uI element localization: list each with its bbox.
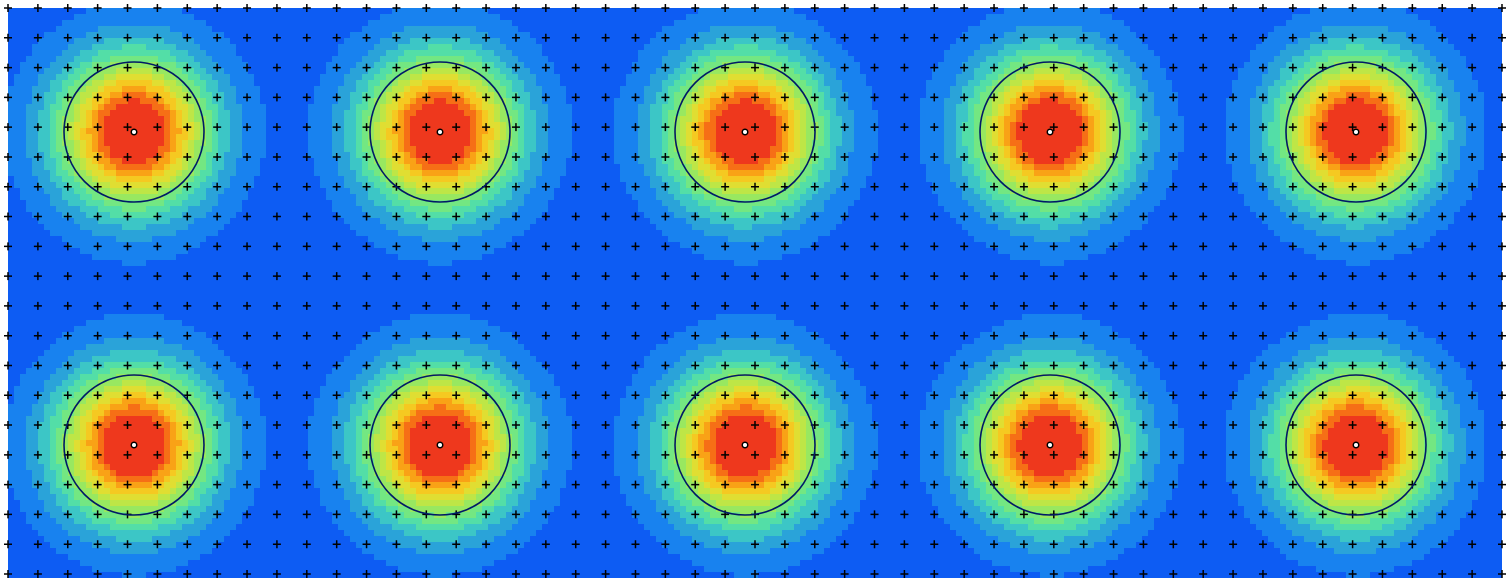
hotspot-center-inner — [1048, 130, 1052, 134]
hotspot-center-inner — [743, 130, 747, 134]
hotspot-center-inner — [132, 130, 136, 134]
hotspot-center-inner — [1354, 130, 1358, 134]
hotspot-center-inner — [438, 443, 442, 447]
hotspot-center-inner — [1048, 443, 1052, 447]
hotspot-center-inner — [743, 443, 747, 447]
hotspot-center-inner — [132, 443, 136, 447]
heatmap-plot — [0, 0, 1510, 582]
hotspot-center-inner — [438, 130, 442, 134]
hotspot-center-inner — [1354, 443, 1358, 447]
